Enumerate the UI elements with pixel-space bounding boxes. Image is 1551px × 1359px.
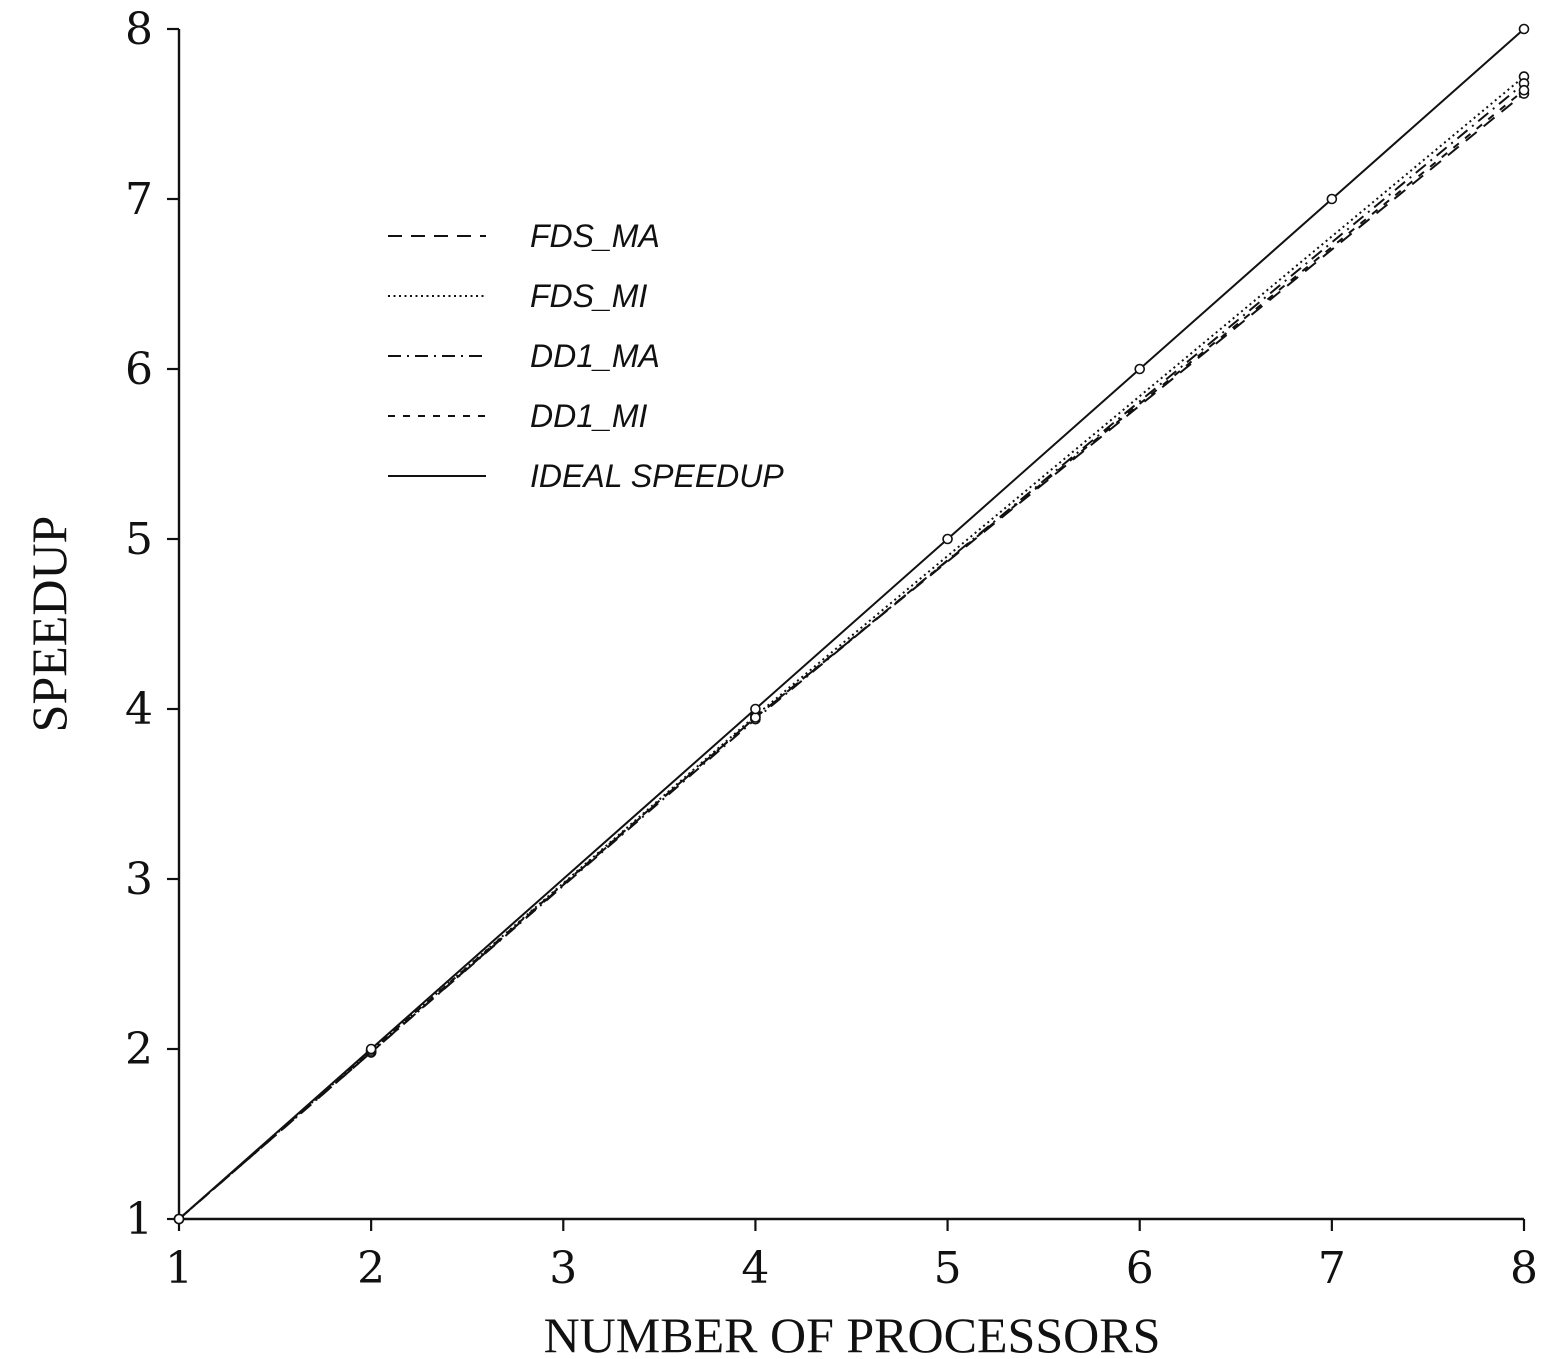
x-tick-label: 8 xyxy=(1510,1243,1538,1294)
legend-label-fds-mi: FDS_MI xyxy=(530,278,647,314)
data-point-ideal-speedup xyxy=(1326,193,1338,205)
x-tick-label: 7 xyxy=(1318,1243,1346,1294)
y-ticks: 1 2 3 4 5 6 7 8 xyxy=(125,4,179,1245)
data-point-ideal-speedup xyxy=(1518,23,1530,35)
y-tick-label: 1 xyxy=(125,1194,153,1245)
x-axis-title: NUMBER OF PROCESSORS xyxy=(544,1307,1161,1359)
y-axis-title: SPEEDUP xyxy=(21,516,77,733)
series-layer xyxy=(178,28,1525,1220)
x-tick-label: 5 xyxy=(934,1243,962,1294)
series-line-dd1-mi xyxy=(178,89,1525,1220)
y-tick-label: 4 xyxy=(125,684,153,735)
x-tick-label: 3 xyxy=(549,1243,577,1294)
legend: FDS_MA FDS_MI DD1_MA DD1_MI IDEAL SPEEDUP xyxy=(388,218,784,494)
y-tick-label: 2 xyxy=(125,1024,153,1075)
legend-label-fds-ma: FDS_MA xyxy=(530,218,660,254)
x-tick-label: 6 xyxy=(1126,1243,1154,1294)
legend-label-dd1-ma: DD1_MA xyxy=(530,338,660,374)
series-line-ideal-speedup xyxy=(178,28,1525,1220)
y-tick-label: 7 xyxy=(125,174,153,225)
data-point-dd1-mi xyxy=(1518,84,1530,96)
y-tick-label: 6 xyxy=(125,344,153,395)
y-tick-label: 3 xyxy=(125,854,153,905)
x-tick-label: 2 xyxy=(357,1243,385,1294)
data-point-ideal-speedup xyxy=(942,533,953,545)
x-tick-label: 1 xyxy=(165,1243,193,1294)
series-line-fds-ma xyxy=(178,92,1525,1220)
y-tick-label: 5 xyxy=(125,514,153,565)
x-ticks: 1 2 3 4 5 6 7 8 xyxy=(165,1219,1538,1294)
markers-layer xyxy=(173,23,1530,1225)
legend-label-dd1-mi: DD1_MI xyxy=(530,398,647,434)
data-point-ideal-speedup xyxy=(365,1043,377,1055)
data-point-ideal-speedup xyxy=(750,703,761,715)
series-line-dd1-ma xyxy=(178,82,1525,1220)
legend-label-ideal-speedup: IDEAL SPEEDUP xyxy=(530,458,784,494)
data-point-dd1-mi xyxy=(750,712,761,723)
data-point-ideal-speedup xyxy=(173,1213,185,1225)
data-point-ideal-speedup xyxy=(1134,363,1146,375)
x-tick-label: 4 xyxy=(741,1243,769,1294)
series-line-fds-mi xyxy=(178,75,1525,1220)
axes xyxy=(177,29,1524,1221)
y-tick-label: 8 xyxy=(125,4,153,55)
